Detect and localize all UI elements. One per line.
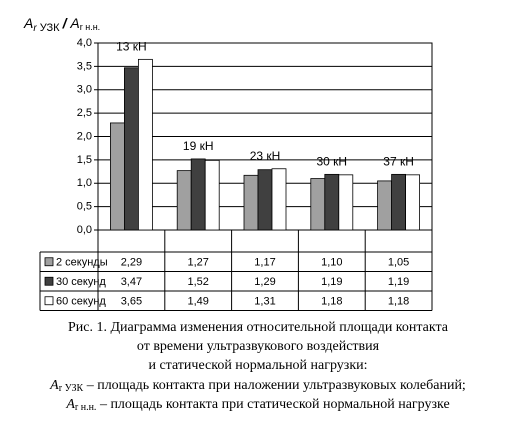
- legend-swatch: [44, 296, 54, 306]
- legend-swatch: [44, 276, 54, 286]
- y-tick-label: 2,0: [77, 130, 92, 142]
- value-label: 1,05: [388, 257, 409, 269]
- y-axis-label: Ar УЗК / Ar н.н.: [23, 15, 100, 34]
- y-tick-label: 0,0: [77, 224, 92, 236]
- bar: [391, 173, 407, 231]
- caption-line: Рис. 1. Диаграмма изменения относительно…: [68, 320, 449, 335]
- y-tick-label: 1,0: [77, 177, 92, 189]
- caption-note: Ar УЗК – площадь контакта при наложении …: [49, 378, 466, 394]
- value-label: 1,10: [321, 257, 342, 269]
- value-label: 1,27: [187, 257, 208, 269]
- category-label: 13 кН: [116, 40, 147, 54]
- bar: [310, 178, 326, 231]
- value-label: 3,47: [121, 276, 142, 288]
- value-label: 1,18: [388, 296, 409, 308]
- category-label: 19 кН: [183, 139, 214, 153]
- value-label: 1,17: [254, 257, 275, 269]
- legend-label: 2 секунды: [56, 257, 108, 269]
- y-tick-label: 2,5: [77, 107, 92, 119]
- bar: [137, 58, 153, 231]
- bar: [405, 174, 421, 231]
- value-label: 1,31: [254, 296, 275, 308]
- bar: [243, 174, 259, 231]
- bar: [257, 169, 273, 231]
- category-label: 37 кН: [383, 155, 414, 169]
- bar: [110, 122, 125, 231]
- y-tick-label: 4,0: [77, 37, 92, 49]
- value-label: 1,29: [254, 276, 275, 288]
- y-tick-label: 1,5: [77, 154, 92, 166]
- caption-line: от времени ультразвукового воздействия: [137, 339, 380, 354]
- legend-swatch: [44, 257, 54, 267]
- value-label: 2,29: [121, 257, 142, 269]
- bar: [271, 168, 287, 231]
- value-label: 3,65: [121, 296, 142, 308]
- y-tick-label: 3,5: [77, 60, 92, 72]
- bar: [124, 67, 139, 231]
- bar: [176, 170, 192, 231]
- y-tick-label: 0,5: [77, 201, 92, 213]
- caption-note: Ar н.н. – площадь контакта при статическ…: [65, 397, 449, 413]
- value-label: 1,19: [388, 276, 409, 288]
- bar: [324, 173, 340, 231]
- bar: [190, 158, 206, 231]
- category-label: 23 кН: [250, 149, 281, 163]
- bar: [377, 180, 393, 231]
- value-label: 1,52: [187, 276, 208, 288]
- value-label: 1,49: [187, 296, 208, 308]
- value-label: 1,19: [321, 276, 342, 288]
- bar: [204, 159, 220, 231]
- legend-label: 60 секунд: [56, 296, 106, 308]
- bar: [338, 174, 354, 231]
- category-label: 30 кН: [316, 155, 347, 169]
- caption-line: и статической нормальной нагрузки:: [148, 358, 367, 373]
- y-tick-label: 3,0: [77, 84, 92, 96]
- legend-label: 30 секунд: [56, 276, 106, 288]
- value-label: 1,18: [321, 296, 342, 308]
